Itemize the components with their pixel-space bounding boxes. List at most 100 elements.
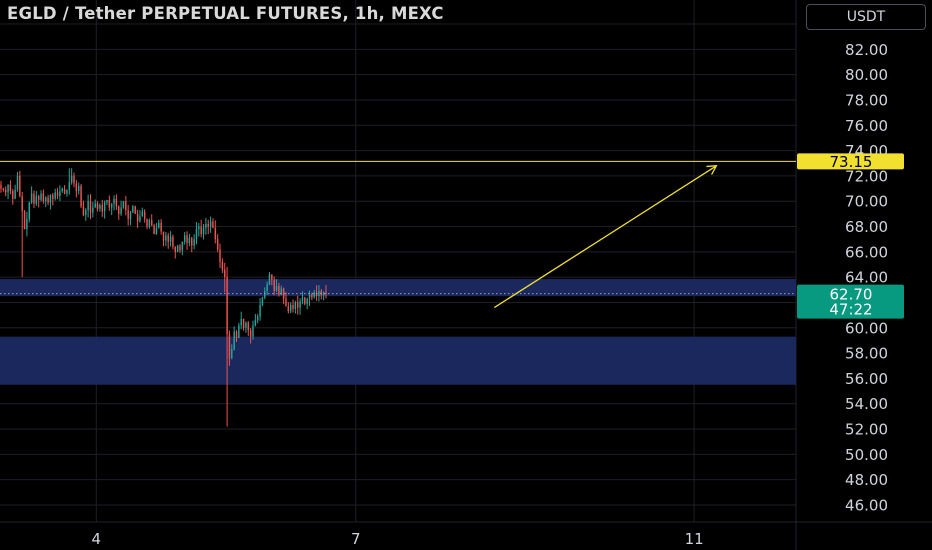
resistance-price-tag xyxy=(797,153,904,170)
y-tick-label: 56.00 xyxy=(845,370,888,388)
candle-body xyxy=(47,197,49,203)
resistance-price-label: 73.15 xyxy=(830,153,873,171)
y-tick-label: 72.00 xyxy=(845,167,888,185)
candle-body xyxy=(200,226,202,235)
candle-body xyxy=(212,221,214,228)
candle-body xyxy=(129,212,132,219)
candle-body xyxy=(308,294,311,299)
candle-body xyxy=(207,223,209,227)
candle-body xyxy=(136,213,139,222)
candle-body xyxy=(256,316,259,321)
y-tick-label: 76.00 xyxy=(845,117,888,135)
candle-body xyxy=(183,235,186,242)
x-tick-label: 7 xyxy=(351,530,361,548)
candle-body xyxy=(240,318,242,326)
candle-body xyxy=(82,206,85,216)
candle-body xyxy=(143,211,146,219)
candle-body xyxy=(54,192,56,199)
candle-body xyxy=(35,196,38,204)
candle-body xyxy=(2,188,5,190)
candle-body xyxy=(66,189,68,194)
candle-body xyxy=(268,274,271,285)
candle-body xyxy=(0,184,2,189)
candle-body xyxy=(186,235,188,243)
candle-body xyxy=(282,288,285,299)
candle-body xyxy=(141,211,144,217)
candle-body xyxy=(162,231,165,241)
y-tick-label: 64.00 xyxy=(845,269,888,287)
chart-title: EGLD / Tether PERPETUAL FUTURES, 1h, MEX… xyxy=(7,4,444,23)
candle-body xyxy=(125,201,127,211)
candle-body xyxy=(49,194,52,203)
drawing-overlay xyxy=(0,160,796,309)
candle-body xyxy=(174,246,177,252)
price-zone xyxy=(0,336,796,385)
y-tick-label: 58.00 xyxy=(845,345,888,363)
candle-body xyxy=(4,189,7,193)
candle-body xyxy=(271,274,273,280)
candle-body xyxy=(169,236,172,242)
supply-demand-zones xyxy=(0,279,796,385)
candle-body xyxy=(238,325,240,338)
candle-body xyxy=(205,223,207,228)
candle-body xyxy=(306,298,308,304)
candle-body xyxy=(249,330,252,337)
candle-body xyxy=(80,186,82,207)
candle-body xyxy=(224,269,226,278)
current-price-tag xyxy=(797,284,904,319)
price-axis[interactable]: 84.0082.0080.0078.0076.0074.0072.0070.00… xyxy=(845,16,888,515)
candle-body xyxy=(118,206,120,214)
candle-body xyxy=(85,210,87,216)
candle-body xyxy=(160,222,162,232)
candle-body xyxy=(77,186,80,192)
candle-body xyxy=(12,191,14,199)
candle-body xyxy=(61,188,63,192)
candle-body xyxy=(153,225,155,235)
candle-body xyxy=(165,235,167,241)
candle-body xyxy=(122,201,125,208)
candle-body xyxy=(33,193,35,204)
candle-body xyxy=(313,292,315,298)
candle-body xyxy=(73,175,75,184)
candle-body xyxy=(216,239,219,250)
candle-body xyxy=(289,305,292,312)
y-tick-label: 78.00 xyxy=(845,91,888,109)
candle-body xyxy=(285,298,287,307)
candle-body xyxy=(63,188,66,194)
candle-body xyxy=(235,331,238,338)
candle-body xyxy=(106,199,108,203)
time-axis[interactable]: 4 7 11 xyxy=(92,530,704,548)
currency-button[interactable]: USDT xyxy=(806,4,926,30)
candle-body xyxy=(304,297,306,304)
candle-body xyxy=(273,279,275,292)
y-tick-label: 46.00 xyxy=(845,497,888,515)
candle-body xyxy=(139,216,141,222)
candle-body xyxy=(21,196,23,212)
candle-body xyxy=(94,203,96,208)
candle-body xyxy=(228,334,231,359)
candle-body xyxy=(247,322,250,331)
candle-body xyxy=(297,302,299,308)
current-price-label: 62.70 xyxy=(830,286,873,304)
candle-body xyxy=(233,331,235,350)
candle-body xyxy=(19,175,21,197)
candle-body xyxy=(146,218,148,227)
candle-body xyxy=(23,211,26,230)
candle-body xyxy=(26,218,28,230)
candle-body xyxy=(110,203,113,208)
candle-body xyxy=(134,206,136,214)
candle-body xyxy=(195,229,198,240)
candle-body xyxy=(318,291,320,297)
candle-body xyxy=(315,292,318,297)
trend-arrow-head xyxy=(706,165,718,175)
candle-body xyxy=(75,183,78,192)
candle-body xyxy=(299,301,301,308)
candle-body xyxy=(167,235,169,242)
y-tick-label: 68.00 xyxy=(845,218,888,236)
candle-body xyxy=(278,286,280,295)
candle-body xyxy=(40,193,42,200)
candle-body xyxy=(176,245,179,252)
